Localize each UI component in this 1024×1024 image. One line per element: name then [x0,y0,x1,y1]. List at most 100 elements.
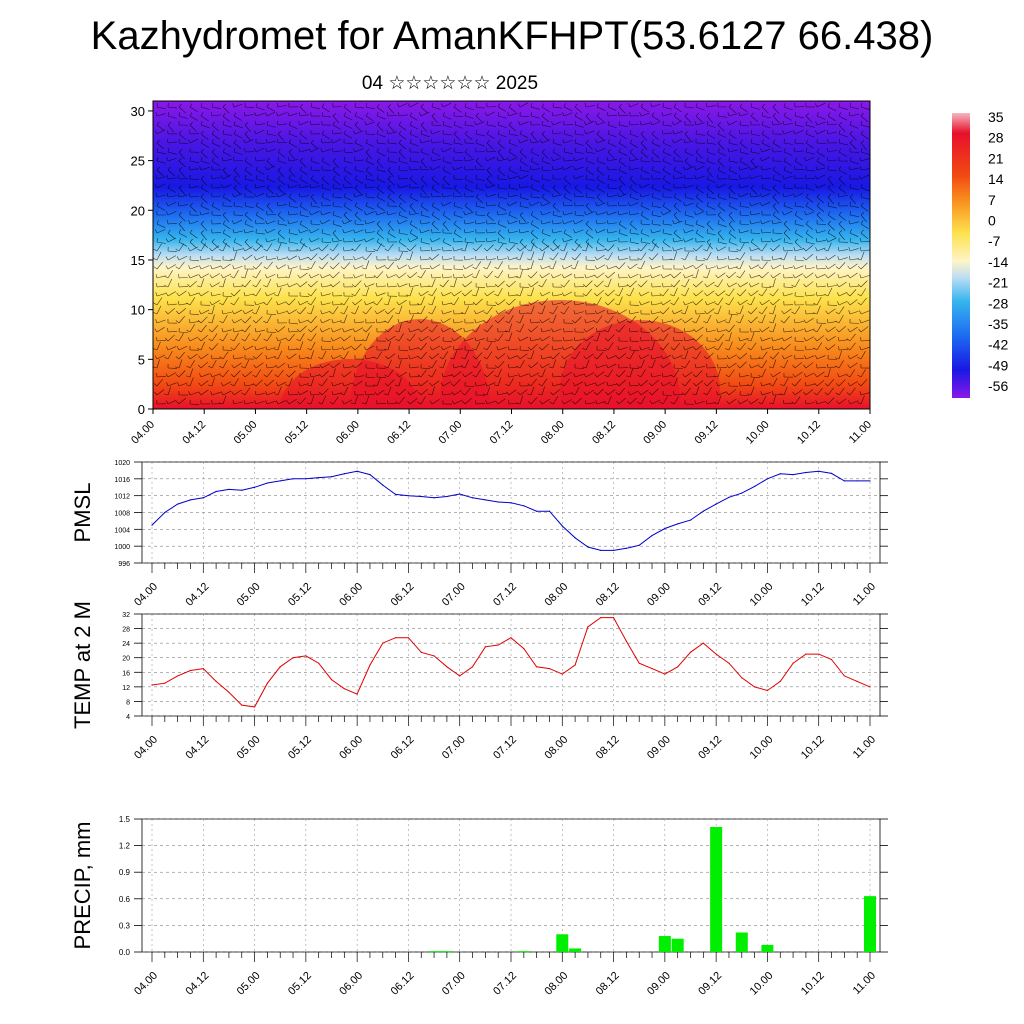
pmsl-point-43 [702,510,704,512]
temp-point-20 [407,637,410,639]
pmsl-point-33 [574,537,576,539]
xtick-label-1: 04.12 [183,581,211,609]
xtick-label-8: 08.00 [542,734,570,762]
precip-bar-4 [569,948,582,952]
xtick-label-6: 07.00 [440,734,468,762]
pmsl-point-48 [766,478,769,480]
pmsl-point-47 [754,485,756,488]
precip-bar-0 [428,951,441,953]
pmsl-point-55 [856,480,858,482]
ytick-label-4: 1.2 [119,842,131,851]
pmsl-point-52 [818,470,820,472]
pmsl-point-46 [741,492,743,494]
pmsl-point-23 [446,495,448,498]
pmsl-point-22 [433,497,435,499]
pmsl-point-51 [805,471,807,474]
xtick-label-0: 04.00 [132,581,160,609]
temp-point-46 [741,677,743,679]
xtick-label-12: 10.00 [748,970,776,998]
xtick-label-9: 08.12 [594,970,622,998]
precip-bar-1 [440,951,453,953]
colorbar-label-1: 28 [988,130,1004,146]
temp-point-25 [471,666,474,668]
xtick-label-14: 11.00 [851,734,878,761]
pmsl-point-1 [164,511,166,514]
panel-pmsl: 996 1000 1004 1008 1012 1016 1020 04.00 04.12 05.… [70,460,888,609]
xs-xtick-label-8: 08.00 [539,419,567,447]
colorbar-label-0: 35 [988,109,1004,125]
temp-point-27 [497,644,499,646]
pmsl-point-39 [651,535,653,537]
temp-point-54 [843,675,845,677]
colorbar-label-7: -14 [988,254,1008,270]
xtick-label-5: 06.12 [389,581,417,609]
temp-point-4 [202,668,204,670]
xs-xtick-label-6: 07.00 [436,419,464,447]
pmsl-point-37 [625,547,627,549]
temp-point-28 [510,637,512,639]
pmsl-point-7 [241,489,243,491]
xtick-label-10: 09.00 [645,581,673,609]
temp-point-13 [318,662,320,664]
pmsl-point-50 [792,474,794,476]
temp-point-22 [433,655,435,657]
temp-point-6 [228,691,230,693]
pmsl-point-11 [292,478,294,480]
precip-bar-10 [864,896,876,952]
temp-point-30 [536,666,538,668]
colorbar-label-2: 21 [988,150,1004,166]
xs-xtick-label-11: 09.12 [693,419,721,447]
temp-point-29 [523,648,525,650]
xtick-label-1: 04.12 [183,970,211,998]
temp-point-41 [677,666,679,668]
pmsl-point-53 [830,472,833,474]
pmsl-point-40 [664,527,666,530]
ytick-label-4: 20 [122,656,130,663]
pmsl-point-35 [600,549,602,551]
temp-point-14 [330,678,333,681]
pmsl-point-56 [869,480,871,482]
panel-temp-at-2-m: 4 8 12 16 20 24 28 32 04.00 04.12 05.00 05.12 06.00 0… [70,601,888,762]
temp-point-1 [164,682,166,684]
colorbar: 35 28 21 14 7 0 -7 -14 -21 -28 -35 -42 -49 -56 [952,109,1008,398]
pmsl-point-17 [369,474,371,476]
colorbar-label-8: -21 [988,275,1008,291]
xs-ytick-label-4: 20 [131,203,145,218]
pmsl-point-42 [689,519,692,521]
temp-point-53 [830,658,833,661]
ylabel: PMSL [70,483,95,543]
xs-xtick-label-1: 04.12 [180,419,208,447]
xs-xtick-label-14: 11.00 [847,419,874,446]
ytick-label-6: 1020 [114,460,130,467]
xtick-label-8: 08.00 [542,970,570,998]
xtick-label-0: 04.00 [132,734,160,762]
precip-bar-8 [735,932,748,952]
temp-point-21 [420,651,422,653]
temp-point-44 [715,653,717,655]
xs-ytick-label-2: 10 [131,303,145,318]
colorbar-label-11: -42 [988,337,1008,353]
temp-point-26 [484,646,486,648]
ytick-label-2: 1004 [114,527,130,534]
xtick-label-14: 11.00 [851,970,878,997]
xtick-label-11: 09.12 [696,581,724,609]
xtick-label-7: 07.12 [491,970,519,998]
xtick-label-1: 04.12 [183,734,211,762]
xs-xtick-label-3: 05.12 [283,419,311,447]
pmsl-point-34 [587,546,589,548]
ytick-label-0: 996 [118,561,130,568]
xtick-label-2: 05.00 [235,734,263,762]
pmsl-point-4 [202,497,204,499]
temp-point-3 [189,669,192,672]
temp-point-40 [664,673,666,675]
pmsl-point-3 [189,499,192,501]
temp-point-56 [869,686,871,688]
colorbar-label-12: -49 [988,357,1008,373]
pmsl-point-2 [177,503,179,505]
cross-section-panel [153,101,870,409]
xs-ytick-label-1: 5 [138,352,145,367]
xtick-label-9: 08.12 [594,734,622,762]
ytick-label-1: 0.3 [119,921,131,930]
xtick-label-4: 06.00 [337,734,365,762]
